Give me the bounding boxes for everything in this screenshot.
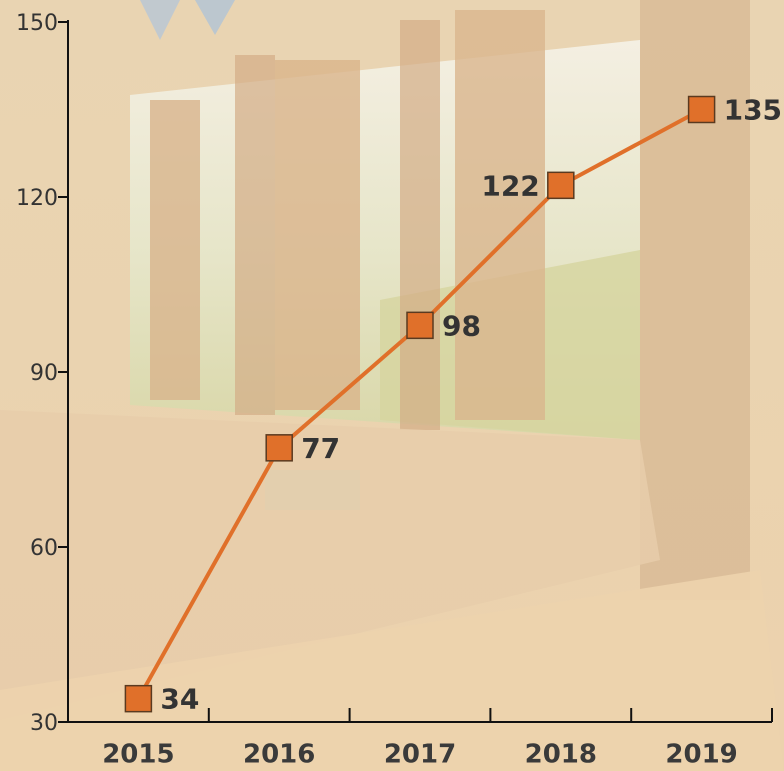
- chart: 30 60 90 120 150 2015 2016 2017 2018 2019 34 77 98 12…: [0, 0, 784, 771]
- data-label: 77: [301, 432, 340, 465]
- data-label: 122: [481, 169, 539, 202]
- x-tick-label: 2019: [665, 740, 737, 770]
- data-marker: [548, 172, 574, 198]
- data-marker: [407, 312, 433, 338]
- data-marker: [266, 435, 292, 461]
- data-label: 98: [442, 309, 481, 342]
- y-tick-label: 60: [30, 536, 58, 561]
- background-photo: [0, 0, 784, 771]
- data-marker: [125, 686, 151, 712]
- x-tick-label: 2017: [384, 740, 456, 770]
- y-tick-label: 120: [16, 186, 58, 211]
- x-tick-label: 2018: [525, 740, 597, 770]
- y-tick-label: 150: [16, 11, 58, 36]
- data-marker: [689, 97, 715, 123]
- x-tick-label: 2015: [102, 740, 174, 770]
- x-tick-label: 2016: [243, 740, 315, 770]
- y-tick-label: 30: [30, 711, 58, 736]
- data-label: 135: [724, 94, 782, 127]
- y-tick-label: 90: [30, 361, 58, 386]
- data-label: 34: [160, 683, 199, 716]
